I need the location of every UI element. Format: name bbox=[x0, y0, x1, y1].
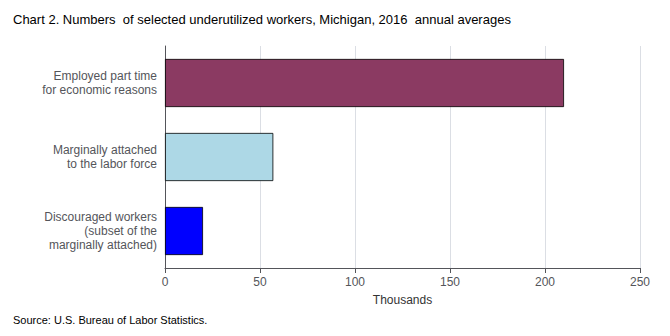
svg-text:Source: U.S. Bureau of Labor S: Source: U.S. Bureau of Labor Statistics. bbox=[13, 314, 207, 326]
svg-text:Employed part time: Employed part time bbox=[54, 69, 158, 83]
svg-text:0: 0 bbox=[162, 275, 169, 289]
svg-text:150: 150 bbox=[440, 275, 460, 289]
svg-text:50: 50 bbox=[253, 275, 267, 289]
svg-text:to the labor force: to the labor force bbox=[67, 157, 157, 171]
svg-text:100: 100 bbox=[345, 275, 365, 289]
svg-text:Marginally attached: Marginally attached bbox=[53, 143, 157, 157]
svg-text:Chart 2. Numbers of selected: Chart 2. Numbers of selected underutiliz… bbox=[13, 12, 511, 27]
svg-text:Thousands: Thousands bbox=[373, 293, 432, 307]
svg-text:250: 250 bbox=[630, 275, 650, 289]
svg-text:for economic reasons: for economic reasons bbox=[42, 83, 157, 97]
svg-text:marginally attached): marginally attached) bbox=[49, 238, 157, 252]
svg-text:Discouraged workers: Discouraged workers bbox=[44, 210, 157, 224]
svg-text:200: 200 bbox=[535, 275, 555, 289]
svg-text:(subset of the: (subset of the bbox=[84, 224, 157, 238]
